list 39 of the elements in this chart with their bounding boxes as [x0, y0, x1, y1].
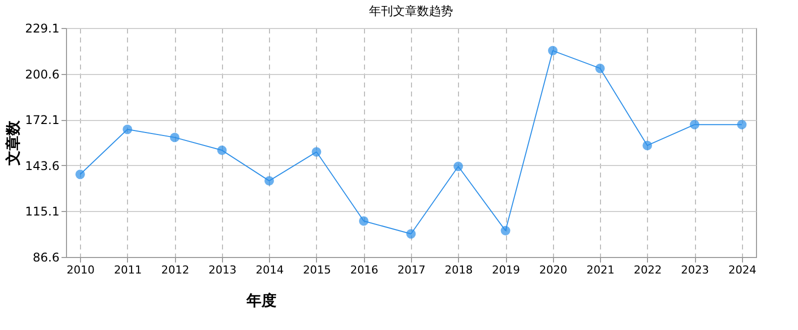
x-tick-label: 2024: [728, 264, 756, 276]
y-tick-label: 172.1: [25, 113, 60, 128]
x-axis-title: 年度: [246, 292, 276, 310]
y-tick-label: 86.6: [32, 250, 60, 264]
x-tick-label: 2016: [350, 264, 378, 276]
x-tick-label: 2021: [586, 264, 615, 276]
y-axis-title: 文章数: [4, 120, 22, 166]
point: [217, 146, 227, 156]
x-tick-label: 2019: [492, 264, 520, 276]
point: [122, 124, 132, 134]
y-tick-label: 200.6: [25, 67, 60, 82]
x-tick-label: 2010: [66, 264, 95, 276]
point: [737, 120, 747, 130]
x-tick-label: 2017: [398, 264, 426, 276]
x-tick-label: 2022: [634, 264, 662, 276]
x-tick-label: 2011: [114, 264, 142, 276]
point: [595, 64, 605, 74]
x-tick-label: 2014: [256, 264, 284, 276]
point: [75, 170, 85, 180]
x-tick-label: 2018: [444, 264, 473, 276]
point: [312, 147, 322, 157]
chart-title: 年刊文章数趋势: [369, 4, 453, 18]
x-tick-label: 2012: [161, 264, 190, 276]
y-tick-label: 229.1: [25, 22, 60, 36]
y-tick-label: 143.6: [25, 158, 60, 173]
point: [690, 120, 700, 130]
point: [406, 229, 416, 239]
point: [358, 216, 368, 226]
point: [454, 162, 464, 172]
point: [264, 176, 274, 186]
y-tick-label: 115.1: [25, 204, 60, 219]
x-tick-label: 2013: [208, 264, 236, 276]
point: [170, 132, 180, 142]
x-tick-label: 2023: [681, 264, 710, 276]
x-tick-label: 2015: [302, 264, 331, 276]
x-tick-label: 2020: [539, 264, 568, 276]
point: [500, 226, 510, 236]
point: [548, 46, 558, 56]
point: [642, 140, 652, 150]
